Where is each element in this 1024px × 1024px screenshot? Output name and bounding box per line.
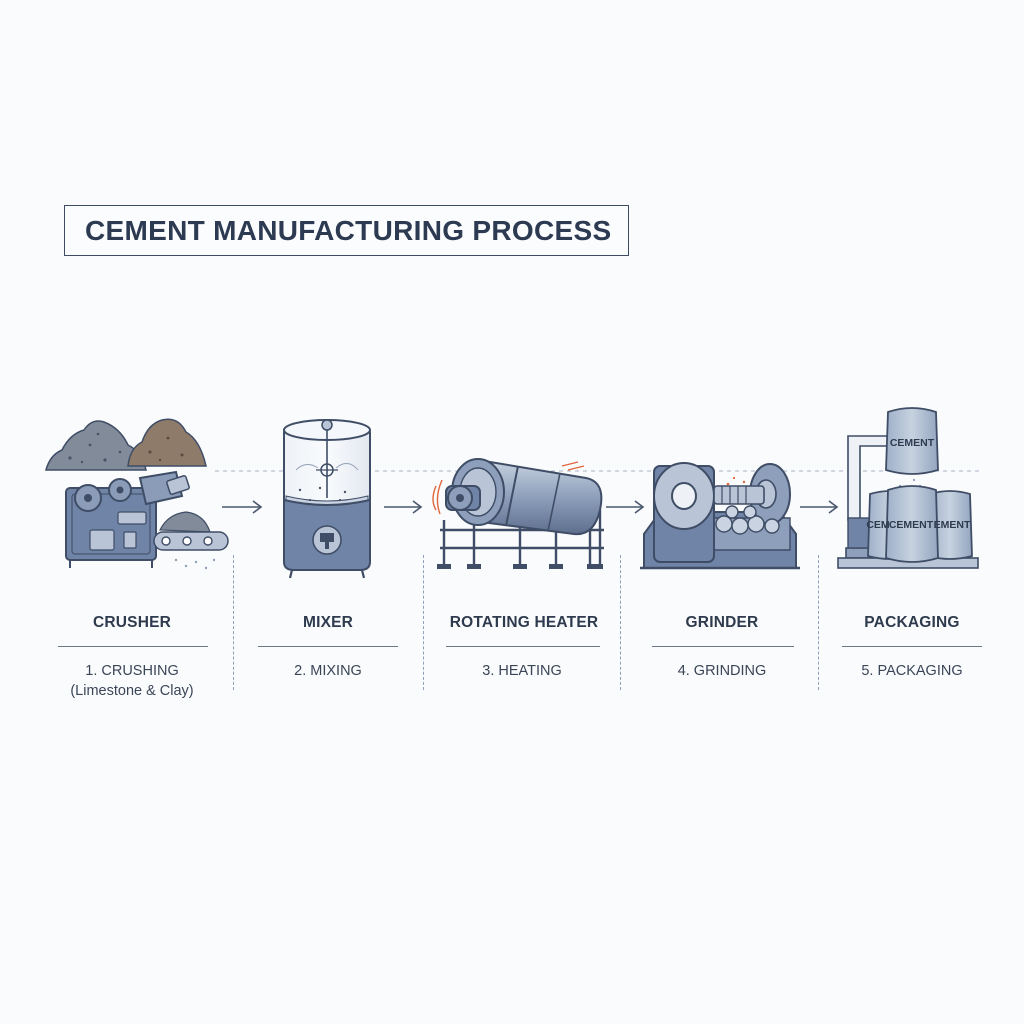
stage-divider bbox=[423, 555, 424, 690]
packaging-icon bbox=[837, 407, 979, 569]
stage-machine-label: ROTATING HEATER bbox=[449, 614, 599, 631]
stage-step-label: 5. PACKAGING bbox=[861, 663, 963, 679]
arrow-right-icon bbox=[800, 500, 839, 514]
stage-step-label: 1. CRUSHING bbox=[85, 663, 179, 679]
stage-divider-rule bbox=[652, 646, 794, 647]
stage-divider-rule bbox=[58, 646, 208, 647]
mixer-icon bbox=[283, 419, 371, 579]
stage-step-detail: (Limestone & Clay) bbox=[70, 683, 194, 699]
grinder-icon bbox=[640, 462, 800, 570]
bag-label-right: EMENT bbox=[934, 519, 971, 531]
stage-step-label: 3. HEATING bbox=[482, 663, 562, 679]
stage-divider-rule bbox=[842, 646, 982, 647]
stage-divider bbox=[818, 555, 819, 690]
bag-label-left: CEM bbox=[866, 519, 890, 531]
clay-pile bbox=[127, 418, 207, 467]
stage-divider-rule bbox=[446, 646, 600, 647]
stage-divider bbox=[233, 555, 234, 690]
bag-label-center: CEMENT bbox=[889, 519, 934, 531]
stage-step-label: 2. MIXING bbox=[294, 663, 362, 679]
stage-machine-label: PACKAGING bbox=[864, 614, 960, 631]
arrow-right-icon bbox=[222, 500, 263, 514]
diagram-title-box: CEMENT MANUFACTURING PROCESS bbox=[64, 205, 629, 256]
stage-machine-label: CRUSHER bbox=[92, 614, 172, 631]
arrow-right-icon bbox=[606, 500, 645, 514]
stage-divider-rule bbox=[258, 646, 398, 647]
rotating-heater-icon bbox=[432, 458, 604, 569]
stage-divider bbox=[620, 555, 621, 690]
crusher-icon bbox=[45, 418, 229, 570]
bag-label-top: CEMENT bbox=[890, 437, 935, 449]
stage-step-label: 4. GRINDING bbox=[677, 663, 767, 679]
arrow-right-icon bbox=[384, 500, 423, 514]
diagram-title: CEMENT MANUFACTURING PROCESS bbox=[85, 214, 612, 246]
stage-machine-label: GRINDER bbox=[685, 614, 759, 631]
stage-machine-label: MIXER bbox=[302, 614, 354, 631]
